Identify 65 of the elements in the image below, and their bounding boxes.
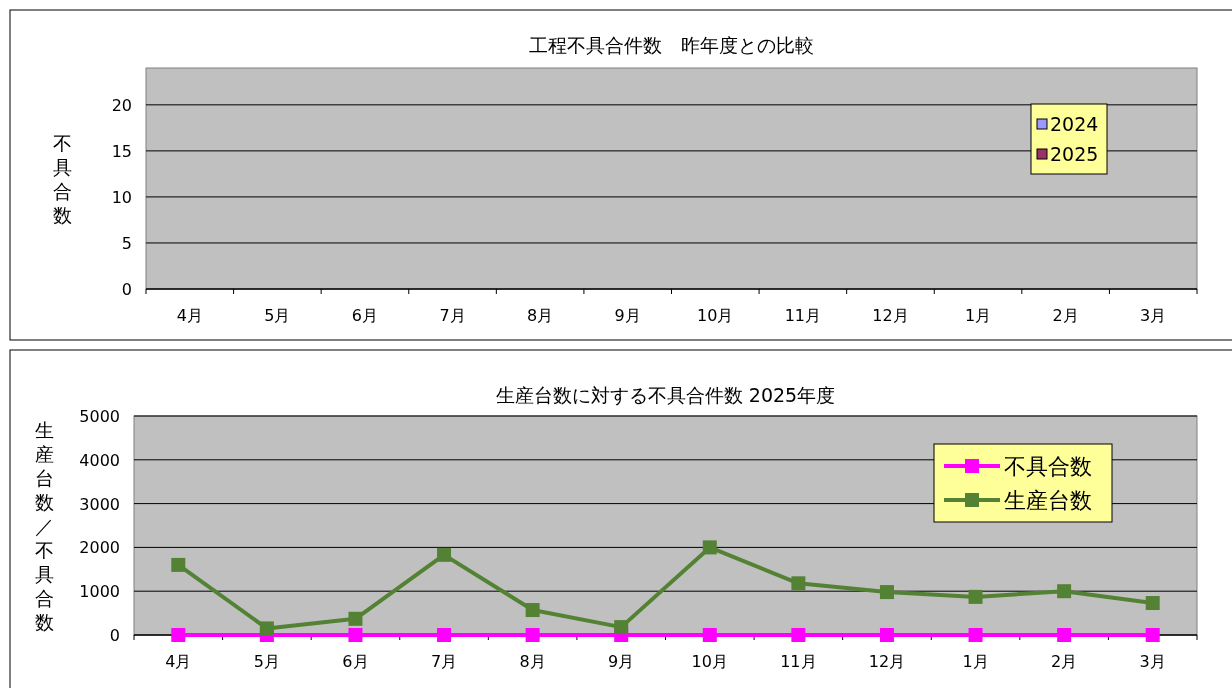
x-tick-label: 7月 (430, 652, 458, 671)
point (702, 628, 717, 642)
text: 生産台数／不具合数 (34, 418, 54, 633)
point (1057, 584, 1072, 599)
x-tick-label: 10月 (697, 306, 734, 325)
x-tick-label: 1月 (964, 306, 992, 325)
point (1145, 628, 1160, 642)
legend-label: 不具合数 (1004, 454, 1092, 479)
y-tick-label: 3000 (79, 494, 120, 514)
point (968, 589, 983, 604)
x-tick-label: 10月 (691, 652, 728, 671)
x-tick-label: 4月 (165, 652, 192, 671)
x-tick-label: 6月 (351, 306, 379, 325)
chart-title: 工程不具合件数 昨年度との比較 (529, 34, 814, 56)
x-tick-label: 12月 (872, 306, 909, 325)
x-tick-label: 1月 (962, 652, 989, 671)
point (525, 628, 540, 642)
point (437, 547, 452, 562)
point (791, 628, 806, 642)
point (1145, 596, 1160, 611)
point (702, 540, 717, 555)
x-tick-label: 8月 (527, 306, 554, 325)
x-tick-label: 9月 (614, 306, 641, 325)
x-tick-label: 8月 (519, 652, 546, 671)
y-tick-label: 4000 (79, 450, 120, 470)
point (525, 603, 540, 618)
y-tick-label: 5000 (79, 407, 120, 426)
legend-label: 2025 (1050, 143, 1099, 165)
point (879, 585, 894, 600)
y-tick-label: 5 (121, 233, 132, 253)
y-tick-label: 15 (111, 141, 132, 161)
y-axis-title: 不具合数 (52, 131, 72, 226)
x-tick-label: 3月 (1140, 306, 1167, 325)
x-tick-label: 5月 (264, 306, 291, 325)
x-tick-label: 11月 (780, 652, 817, 671)
chart-title: 生産台数に対する不具合件数 2025年度 (495, 384, 836, 406)
point (437, 628, 452, 642)
y-tick-label: 0 (109, 626, 120, 645)
x-tick-label: 5月 (253, 652, 280, 671)
x-tick-label: 2月 (1052, 306, 1079, 325)
x-tick-label: 6月 (342, 652, 369, 671)
y-tick-label: 20 (111, 95, 132, 115)
x-tick-label: 12月 (868, 652, 906, 671)
point (348, 611, 363, 626)
y-tick-label: 1000 (79, 582, 120, 602)
legend-label: 生産台数 (1004, 488, 1092, 513)
x-tick-label: 11月 (784, 306, 822, 325)
point (1057, 628, 1072, 642)
point (968, 628, 983, 642)
point (879, 628, 894, 642)
point (614, 620, 629, 635)
point (259, 621, 274, 636)
legend-label: 2024 (1050, 113, 1099, 135)
x-tick-label: 2月 (1051, 652, 1078, 671)
y-tick-label: 0 (121, 280, 132, 299)
x-tick-label: 9月 (608, 652, 635, 671)
x-tick-label: 7月 (439, 306, 466, 325)
point (791, 576, 806, 591)
x-tick-label: 4月 (176, 306, 203, 325)
point (171, 557, 186, 572)
y-tick-label: 2000 (79, 538, 120, 558)
x-tick-label: 3月 (1139, 652, 1166, 671)
point (171, 628, 186, 642)
point (348, 628, 363, 642)
y-tick-label: 10 (111, 187, 132, 207)
